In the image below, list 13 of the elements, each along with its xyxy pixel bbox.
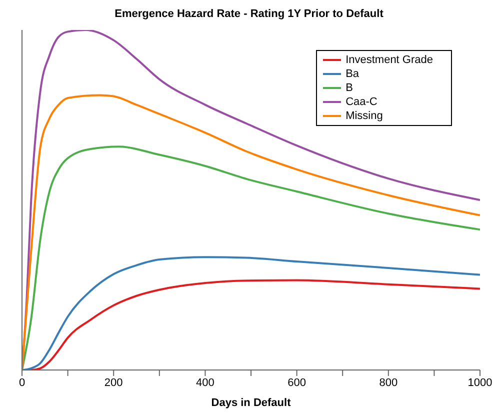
chart-title: Emergence Hazard Rate - Rating 1Y Prior to Default [114, 8, 384, 20]
x-tick-label: 600 [288, 376, 306, 389]
legend-label: Missing [346, 109, 383, 123]
legend-label: Ba [346, 67, 360, 81]
legend-label: B [346, 81, 353, 95]
legend-label: Investment Grade [346, 53, 433, 67]
x-axis-title: Days in Default [211, 397, 292, 409]
legend-label: Caa-C [346, 95, 378, 109]
x-tick-label: 200 [104, 376, 123, 389]
x-tick-label: 1000 [468, 376, 492, 389]
x-tick-label: 400 [196, 376, 214, 389]
x-tick-label: 0 [18, 376, 26, 389]
x-tick-label: 800 [379, 376, 398, 389]
